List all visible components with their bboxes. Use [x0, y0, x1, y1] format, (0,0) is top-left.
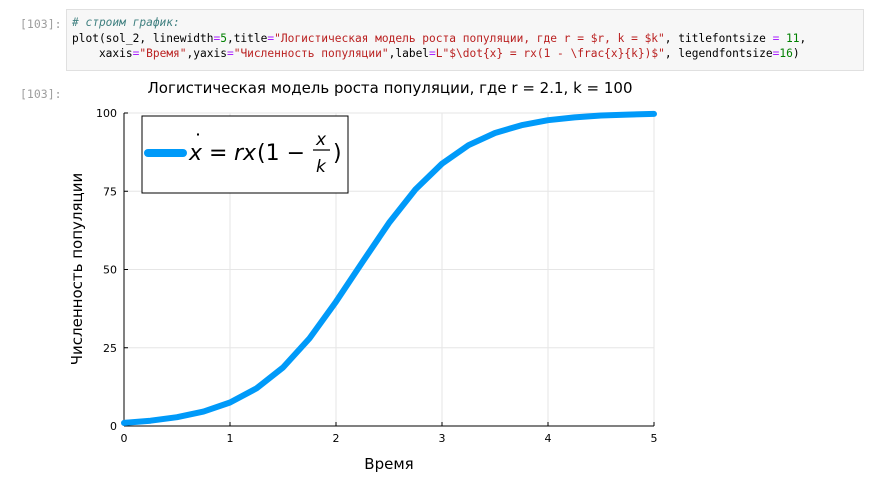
x-tick-label: 0	[121, 432, 128, 445]
y-tick-label: 75	[103, 185, 117, 198]
code-editor[interactable]: # строим график: plot(sol_2, linewidth=5…	[66, 9, 864, 71]
output-prompt: [103]:	[20, 87, 62, 101]
legend-formula: x = rx (1 − )	[188, 141, 342, 166]
x-tick-label: 2	[333, 432, 340, 445]
legend-dot: ˙	[193, 130, 203, 154]
input-prompt: [103]:	[20, 17, 62, 31]
x-tick-label: 1	[227, 432, 234, 445]
code-line-2: xaxis="Время",yaxis="Численность популяц…	[72, 47, 800, 60]
plot-svg: Логистическая модель роста популяции, гд…	[68, 79, 658, 473]
series-line-0	[121, 110, 657, 426]
code-comment: # строим график:	[72, 16, 180, 29]
y-tick-label: 0	[110, 420, 117, 433]
legend-close: )	[333, 141, 342, 166]
chart-title: Логистическая модель роста популяции, гд…	[148, 79, 633, 97]
legend-den: k	[316, 157, 327, 177]
x-tick-label: 3	[439, 432, 446, 445]
y-axis-label: Численность популяции	[68, 173, 86, 365]
legend-lhs: x	[188, 141, 203, 166]
y-tick-label: 25	[103, 342, 117, 355]
legend-eq: =	[209, 141, 227, 166]
legend-open: (1 −	[257, 141, 305, 166]
code-line-1: plot(sol_2, linewidth=5,title="Логистиче…	[72, 31, 807, 45]
x-axis-label: Время	[364, 455, 413, 473]
y-tick-label: 100	[96, 107, 117, 120]
legend: x = rx (1 − ) ˙ x k	[141, 115, 349, 194]
legend-rx: rx	[234, 141, 257, 166]
series-layer	[121, 110, 657, 426]
x-tick-label: 5	[651, 432, 658, 445]
x-tick-label: 4	[545, 432, 552, 445]
y-tick-label: 50	[103, 264, 117, 277]
plot-output: Логистическая модель роста популяции, гд…	[64, 76, 664, 482]
legend-num: x	[315, 130, 327, 150]
